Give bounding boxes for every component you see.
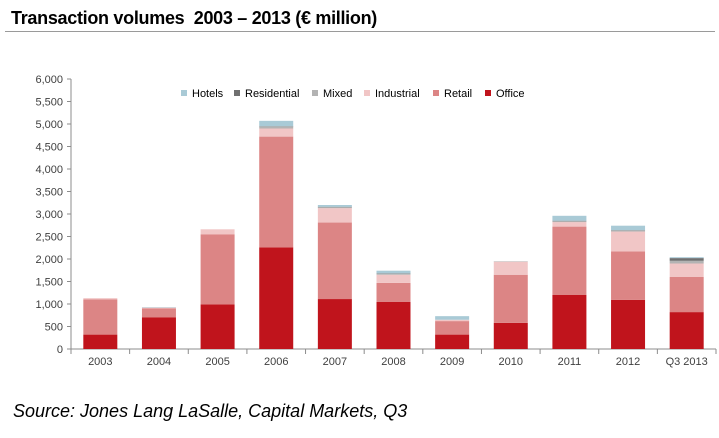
bar-segment-hotels — [611, 225, 646, 231]
bar-segment-mixed — [669, 260, 704, 264]
bar-segment-retail — [669, 277, 704, 313]
bar-segment-retail — [259, 136, 294, 248]
bars — [83, 120, 704, 349]
bar-segment-retail — [200, 234, 235, 305]
y-tick-label: 5,000 — [35, 119, 63, 131]
bar-segment-industrial — [83, 298, 118, 300]
legend-swatch-residential — [234, 90, 240, 96]
bar-segment-retail — [317, 222, 352, 300]
title-divider — [5, 31, 715, 32]
legend-label-industrial: Industrial — [375, 88, 420, 100]
bar-segment-industrial — [259, 128, 294, 137]
bar-segment-office — [493, 322, 528, 349]
x-tick-label: 2010 — [499, 356, 523, 368]
bar-segment-industrial — [200, 229, 235, 235]
y-tick-label: 4,500 — [35, 142, 63, 154]
bar-segment-industrial — [435, 319, 470, 322]
y-tick-label: 4,000 — [35, 164, 63, 176]
legend-label-retail: Retail — [444, 88, 472, 100]
y-axis: 0 500 1,000 1,500 2,000 2,500 3,000 3,500 4,000 4… — [35, 74, 72, 356]
legend-swatch-industrial — [364, 90, 370, 96]
bar-segment-hotels — [317, 205, 352, 207]
bar-segment-office — [669, 312, 704, 349]
bar-segment-office — [611, 299, 646, 349]
x-tick-label: 2007 — [323, 356, 347, 368]
legend-swatch-mixed — [312, 90, 318, 96]
y-tick-label: 3,000 — [35, 209, 63, 221]
bar-segment-retail — [611, 251, 646, 300]
y-tick-label: 1,000 — [35, 299, 63, 311]
x-tick-label: 2005 — [205, 356, 229, 368]
legend-label-office: Office — [496, 88, 525, 100]
x-tick-label: 2006 — [264, 356, 288, 368]
y-tick-label: 3,500 — [35, 187, 63, 199]
bar-segment-retail — [83, 299, 118, 335]
y-tick-label: 6,000 — [35, 74, 63, 86]
bar-segment-office — [552, 295, 587, 349]
bar-segment-office — [435, 334, 470, 349]
bar-segment-office — [83, 334, 118, 349]
x-tick-label: 2009 — [440, 356, 464, 368]
x-axis: 2003 2004 2005 2006 2007 2008 2009 2010 2011 2012… — [70, 348, 717, 368]
bar-segment-retail — [493, 274, 528, 323]
x-tick-label: 2004 — [147, 356, 171, 368]
legend-swatch-office — [485, 90, 491, 96]
chart-title: Transaction volumes 2003 – 2013 (€ milli… — [11, 8, 377, 28]
bar-segment-industrial — [552, 222, 587, 227]
bar-segment-retail — [435, 321, 470, 335]
bar-segment-residential — [669, 258, 704, 261]
bar-segment-hotels — [552, 215, 587, 221]
legend-label-hotels: Hotels — [192, 88, 224, 100]
bar-segment-mixed — [552, 221, 587, 223]
bar-segment-mixed — [611, 230, 646, 232]
bar-segment-industrial — [611, 231, 646, 252]
x-tick-label: 2008 — [381, 356, 405, 368]
legend-label-mixed: Mixed — [323, 88, 352, 100]
bar-segment-hotels — [259, 120, 294, 127]
bar-segment-retail — [376, 282, 411, 302]
legend: Hotels Residential Mixed Industrial Retail Of… — [181, 88, 525, 100]
y-tick-label: 2,000 — [35, 254, 63, 266]
bar-segment-office — [200, 304, 235, 349]
bar-segment-mixed — [259, 126, 294, 129]
bar-segment-hotels — [669, 257, 704, 259]
y-tick-label: 2,500 — [35, 232, 63, 244]
x-tick-label: 2003 — [88, 356, 112, 368]
legend-label-residential: Residential — [245, 88, 299, 100]
legend-swatch-hotels — [181, 90, 187, 96]
y-tick-label: 1,500 — [35, 277, 63, 289]
bar-segment-industrial — [669, 263, 704, 277]
bar-segment-retail — [141, 308, 176, 318]
bar-segment-industrial — [493, 261, 528, 275]
y-tick-label: 5,500 — [35, 97, 63, 109]
x-tick-label: Q3 2013 — [666, 356, 708, 368]
x-tick-label: 2011 — [558, 356, 582, 368]
bar-segment-hotels — [376, 270, 411, 274]
bar-segment-office — [141, 317, 176, 349]
bar-segment-retail — [552, 226, 587, 295]
bar-segment-office — [376, 301, 411, 349]
bar-segment-office — [259, 247, 294, 349]
bar-segment-industrial — [317, 208, 352, 223]
bar-segment-mixed — [317, 207, 352, 209]
y-tick-label: 500 — [45, 322, 63, 334]
bar-segment-industrial — [141, 307, 176, 309]
bar-segment-hotels — [435, 316, 470, 320]
source-note: Source: Jones Lang LaSalle, Capital Mark… — [13, 401, 408, 421]
bar-segment-mixed — [376, 273, 411, 275]
bar-segment-industrial — [376, 274, 411, 283]
y-tick-label: 0 — [57, 344, 63, 356]
x-tick-label: 2012 — [616, 356, 640, 368]
bar-segment-office — [317, 299, 352, 349]
legend-swatch-retail — [433, 90, 439, 96]
